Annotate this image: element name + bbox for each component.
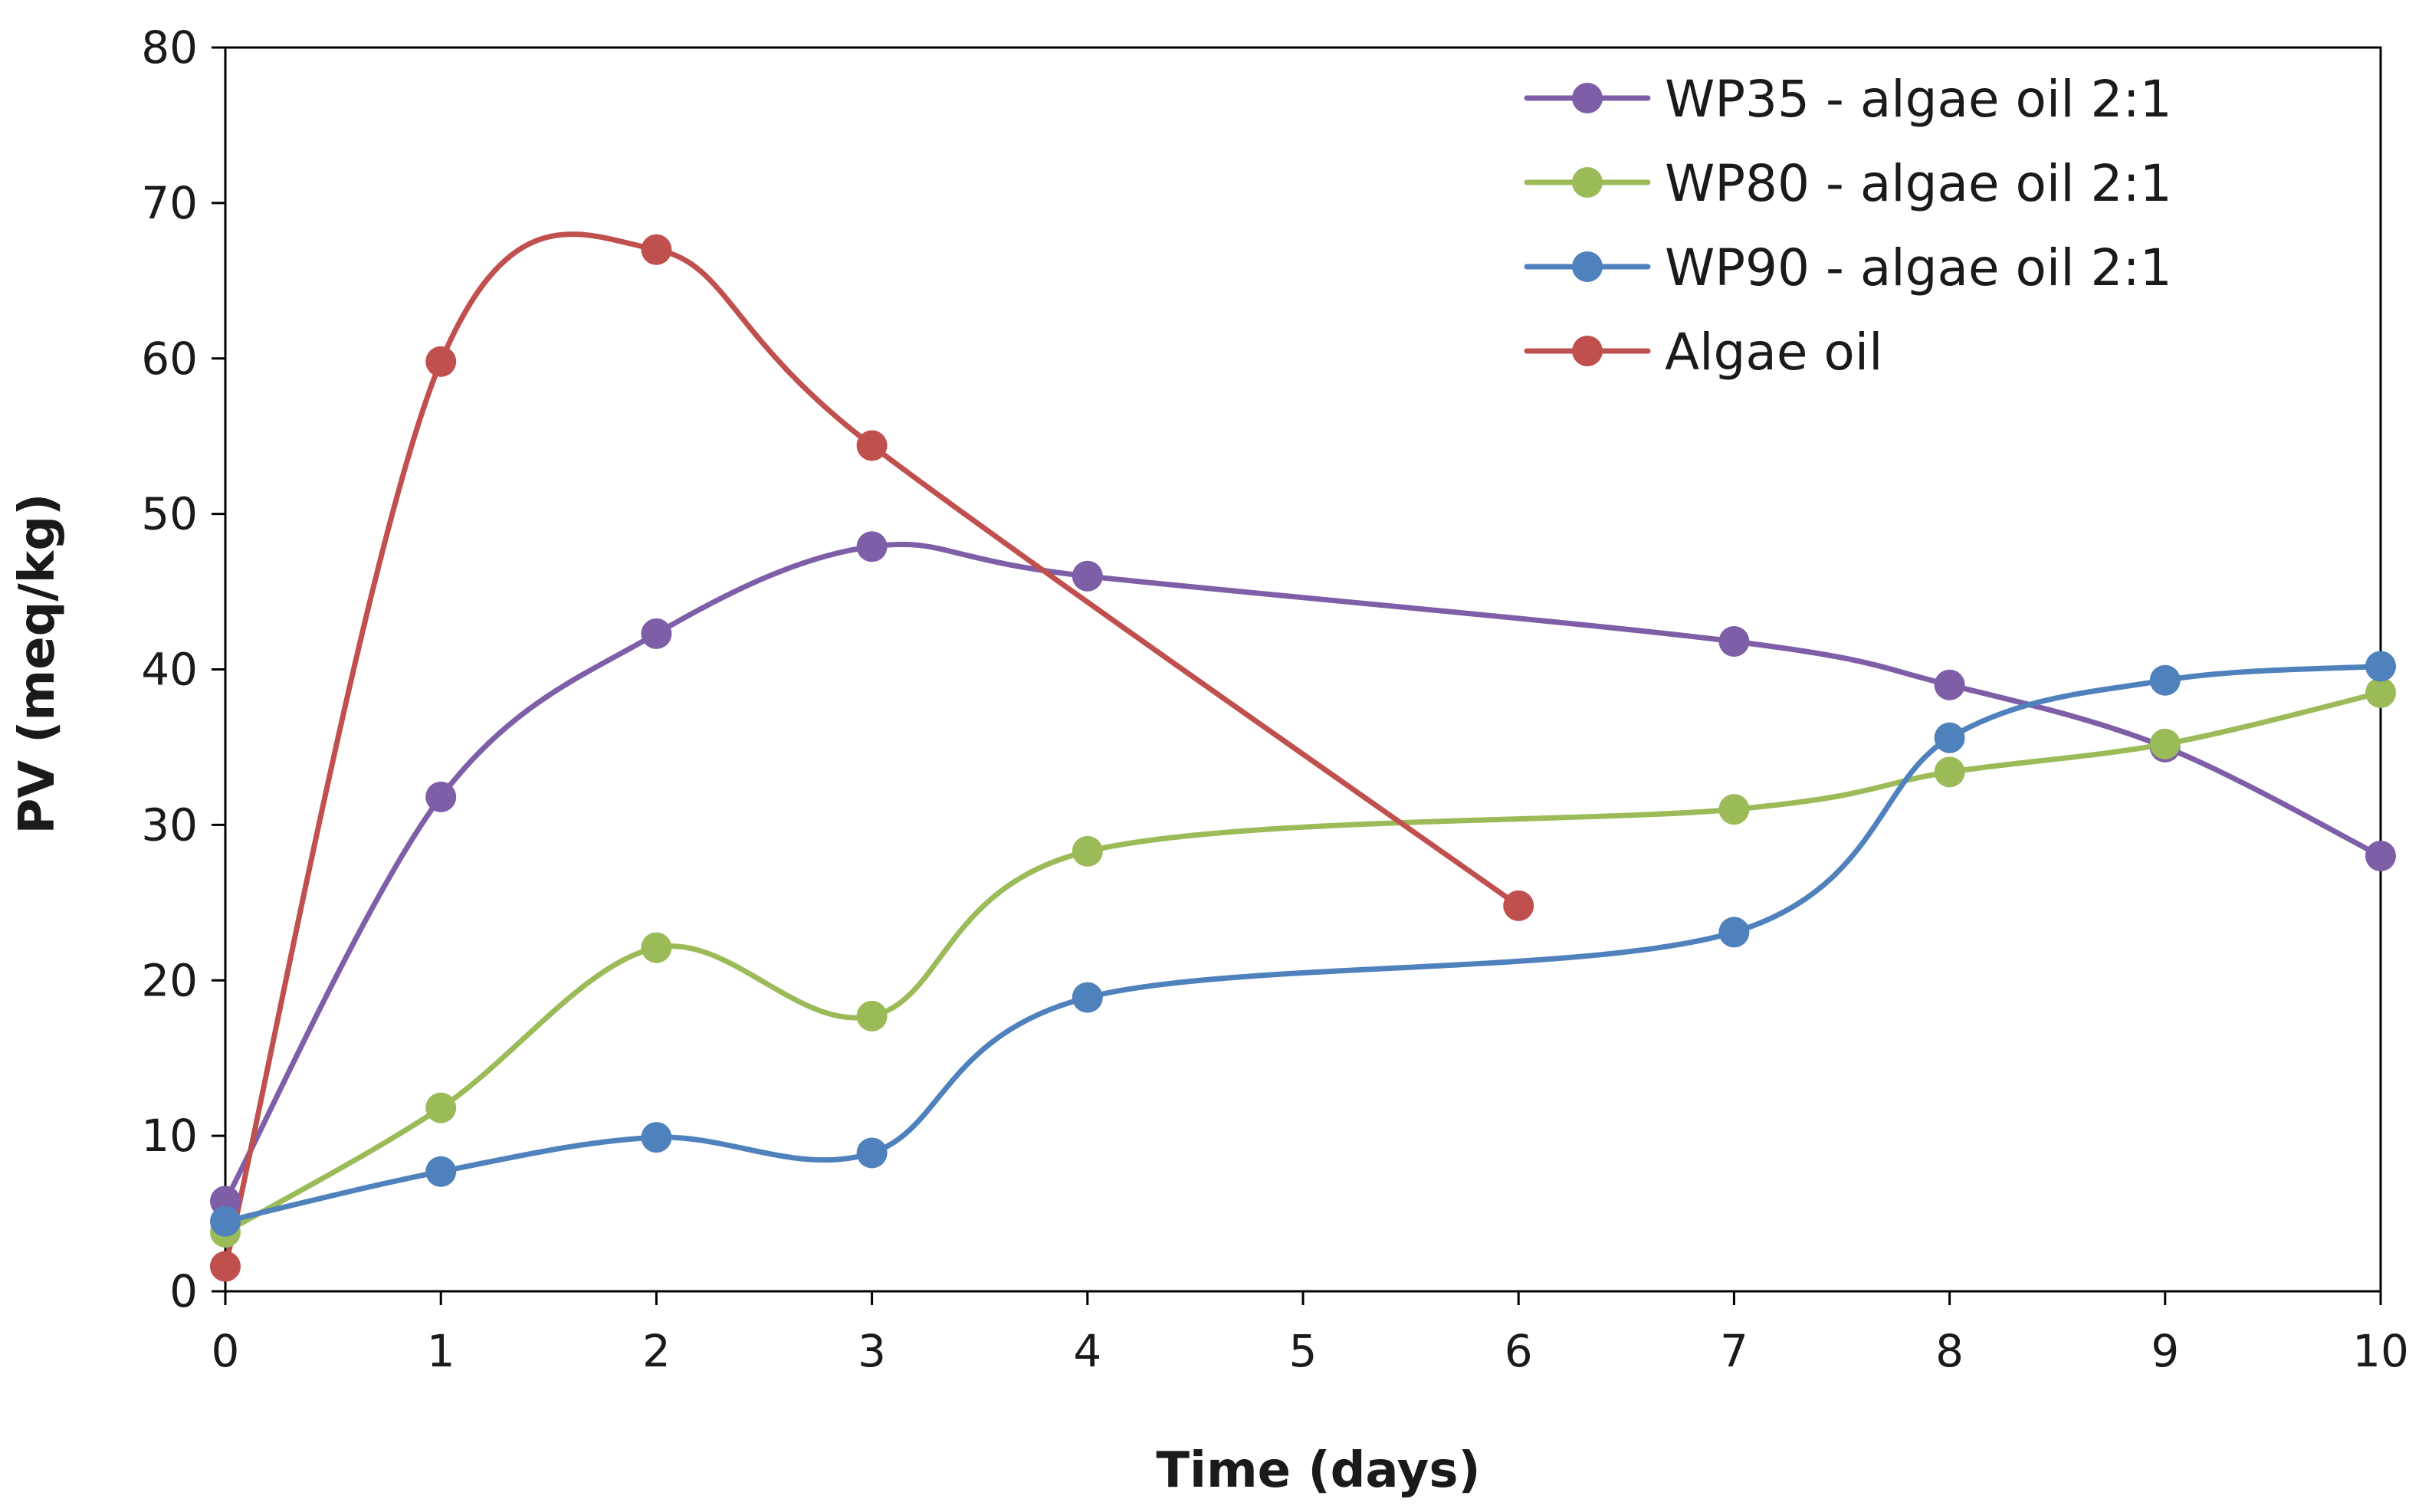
data-point-wp80-algae-oil-2-1 [2149,728,2181,759]
legend-marker-wp90-algae-oil-2-1 [1572,251,1603,282]
data-point-wp90-algae-oil-2-1 [1718,917,1750,948]
data-point-wp35-algae-oil-2-1 [1934,669,1965,700]
y-tick-label: 80 [141,21,198,74]
x-tick-label: 5 [1289,1325,1318,1377]
data-point-wp80-algae-oil-2-1 [425,1092,457,1123]
y-tick-label: 0 [169,1265,198,1317]
y-tick-label: 20 [141,954,198,1006]
y-tick-label: 60 [141,333,198,385]
data-point-wp35-algae-oil-2-1 [641,618,672,649]
x-tick-label: 3 [858,1325,886,1377]
legend-marker-wp80-algae-oil-2-1 [1572,167,1603,198]
x-tick-label: 7 [1720,1325,1748,1377]
data-point-algae-oil [210,1251,241,1282]
y-tick-label: 70 [141,177,198,229]
x-tick-label: 6 [1505,1325,1533,1377]
y-axis-title: PV (meq/kg) [9,494,66,835]
data-point-algae-oil [1503,890,1534,921]
x-tick-label: 10 [2352,1325,2409,1377]
data-point-wp35-algae-oil-2-1 [425,781,457,812]
data-point-wp90-algae-oil-2-1 [641,1122,672,1153]
y-tick-label: 10 [141,1110,198,1162]
data-point-wp90-algae-oil-2-1 [425,1156,457,1187]
data-point-wp90-algae-oil-2-1 [210,1205,241,1237]
data-point-wp35-algae-oil-2-1 [2365,840,2396,871]
y-tick-label: 30 [141,799,198,851]
legend: WP35 - algae oil 2:1 WP80 - algae oil 2:1… [1524,70,2172,382]
x-tick-label: 8 [1935,1325,1964,1377]
data-point-wp80-algae-oil-2-1 [1072,835,1103,867]
data-point-algae-oil [856,430,888,461]
data-point-wp80-algae-oil-2-1 [641,932,672,963]
data-point-wp80-algae-oil-2-1 [1934,756,1965,788]
axis-tick-labels: 0 10 20 30 40 50 60 70 80 0 1 2 3 4 5 6 7 8 9 10 [141,21,2409,1377]
x-axis-title: Time (days) [1156,1442,1480,1499]
data-point-wp90-algae-oil-2-1 [2365,651,2396,682]
series-markers [210,234,2396,1282]
data-point-algae-oil [641,234,672,265]
legend-marker-algae-oil [1572,336,1603,366]
data-point-wp80-algae-oil-2-1 [2365,677,2396,708]
legend-marker-wp35-algae-oil-2-1 [1572,83,1603,113]
data-point-wp80-algae-oil-2-1 [1718,794,1750,825]
legend-label-algae-oil: Algae oil [1665,323,1882,382]
y-tick-label: 40 [141,644,198,696]
data-point-wp90-algae-oil-2-1 [1934,722,1965,753]
series-line-wp80-algae-oil-2-1 [222,690,2384,1235]
series-line-wp90-algae-oil-2-1 [222,663,2384,1225]
x-tick-label: 9 [2151,1325,2179,1377]
data-point-algae-oil [425,346,457,377]
legend-label-wp80-algae-oil-2-1: WP80 - algae oil 2:1 [1665,154,2172,213]
axis-ticks [212,46,2382,1305]
x-tick-label: 4 [1073,1325,1101,1377]
x-tick-label: 1 [427,1325,455,1377]
data-point-wp90-algae-oil-2-1 [2149,664,2181,696]
y-tick-label: 50 [141,488,198,540]
data-point-wp90-algae-oil-2-1 [1072,982,1103,1013]
data-point-wp35-algae-oil-2-1 [856,531,888,562]
legend-label-wp90-algae-oil-2-1: WP90 - algae oil 2:1 [1665,238,2172,297]
x-tick-label: 2 [642,1325,671,1377]
data-point-wp35-algae-oil-2-1 [1072,560,1103,592]
data-point-wp90-algae-oil-2-1 [856,1137,888,1169]
legend-label-wp35-algae-oil-2-1: WP35 - algae oil 2:1 [1665,70,2172,129]
x-tick-label: 0 [212,1325,240,1377]
data-point-wp35-algae-oil-2-1 [1718,625,1750,657]
data-point-wp80-algae-oil-2-1 [856,1000,888,1032]
